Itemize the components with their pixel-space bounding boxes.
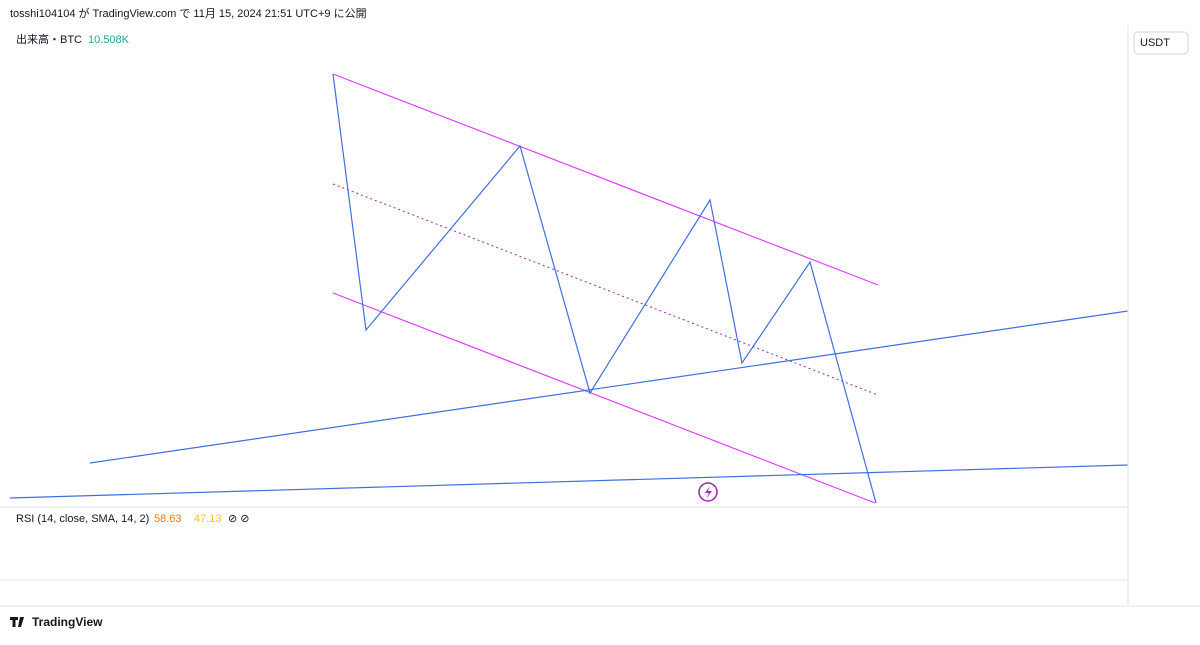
currency-box[interactable] — [1133, 31, 1189, 55]
event-bolt — [705, 486, 712, 499]
trendline — [89, 310, 1129, 464]
trendline — [9, 464, 1129, 499]
logo-mark — [10, 617, 24, 627]
header: tosshi104104 が TradingView.com で 11月 15,… — [10, 6, 367, 20]
channel-bottom — [332, 292, 876, 504]
drawings — [9, 73, 1129, 504]
footer-logo[interactable]: TradingView — [32, 615, 103, 629]
rsi-ma-value: 47.13 — [194, 513, 222, 525]
rsi-value: 58.63 — [154, 513, 182, 525]
currency: USDT — [1140, 37, 1170, 49]
rsi-title: RSI (14, close, SMA, 14, 2) — [16, 513, 149, 525]
channel-top — [332, 73, 879, 286]
volume-title: 出来高・BTC — [16, 32, 82, 46]
volume-value: 10.508K — [88, 34, 130, 46]
rsi-icons[interactable]: ⊘ ⊘ — [228, 513, 250, 525]
wave-line — [332, 73, 877, 504]
